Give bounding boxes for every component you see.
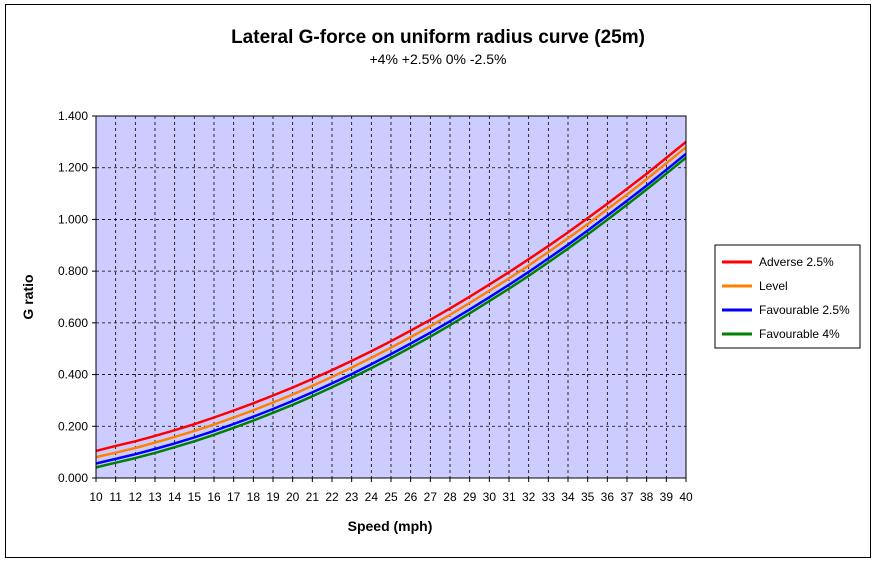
y-tick-label: 0.600 (58, 316, 88, 330)
y-tick-label: 1.400 (58, 109, 88, 123)
x-tick-label: 34 (561, 490, 575, 504)
x-tick-label: 15 (188, 490, 202, 504)
x-tick-label: 13 (148, 490, 162, 504)
x-tick-label: 32 (522, 490, 536, 504)
legend-label: Favourable 4% (759, 327, 840, 341)
series-line-level (95, 146, 687, 459)
x-axis-ticks: 10 11 12 13 14 15 16 17 18 19 20 21 22 23 24 25 26 27 28 29… (89, 478, 693, 504)
x-tick-label: 16 (207, 490, 221, 504)
x-tick-label: 12 (129, 490, 143, 504)
x-tick-label: 35 (581, 490, 595, 504)
x-tick-label: 26 (404, 490, 418, 504)
x-tick-label: 24 (365, 490, 379, 504)
x-tick-label: 23 (345, 490, 359, 504)
legend-label: Favourable 2.5% (759, 303, 850, 317)
x-tick-label: 36 (601, 490, 615, 504)
x-tick-label: 19 (266, 490, 280, 504)
x-tick-label: 20 (286, 490, 300, 504)
x-tick-label: 10 (89, 490, 103, 504)
x-tick-label: 33 (542, 490, 556, 504)
y-tick-label: 1.200 (58, 161, 88, 175)
y-tick-label: 1.000 (58, 212, 88, 226)
series-line-favourable-2-5 (95, 152, 687, 465)
x-tick-label: 17 (227, 490, 241, 504)
x-tick-label: 21 (306, 490, 320, 504)
chart-subtitle: +4% +2.5% 0% -2.5% (370, 51, 507, 67)
x-tick-label: 31 (502, 490, 516, 504)
x-tick-label: 38 (640, 490, 654, 504)
x-tick-label: 18 (247, 490, 261, 504)
x-tick-label: 28 (443, 490, 457, 504)
y-tick-label: 0.400 (58, 368, 88, 382)
y-axis-label: G ratio (20, 274, 36, 319)
series-lines (95, 140, 687, 469)
series-line-favourable-4 (95, 156, 687, 469)
legend-label: Adverse 2.5% (759, 255, 834, 269)
legend-label: Level (759, 279, 788, 293)
x-tick-label: 37 (620, 490, 634, 504)
series-line-adverse-2-5 (95, 140, 687, 453)
y-tick-label: 0.000 (58, 471, 88, 485)
x-tick-label: 29 (463, 490, 477, 504)
x-tick-label: 39 (660, 490, 674, 504)
x-tick-label: 11 (109, 490, 122, 504)
x-tick-label: 30 (483, 490, 497, 504)
chart-title: Lateral G-force on uniform radius curve … (231, 27, 645, 48)
x-tick-label: 40 (679, 490, 693, 504)
x-axis-label: Speed (mph) (348, 518, 433, 534)
y-tick-label: 0.200 (58, 419, 88, 433)
x-tick-label: 14 (168, 490, 182, 504)
x-tick-label: 27 (424, 490, 438, 504)
x-tick-label: 25 (384, 490, 398, 504)
y-tick-label: 0.800 (58, 264, 88, 278)
legend: Adverse 2.5% Level Favourable 2.5% Favourab… (714, 244, 861, 349)
y-axis-ticks: 0.000 0.200 0.400 0.600 0.800 1.000 1.200 1.400 (58, 109, 96, 485)
x-tick-label: 22 (325, 490, 339, 504)
